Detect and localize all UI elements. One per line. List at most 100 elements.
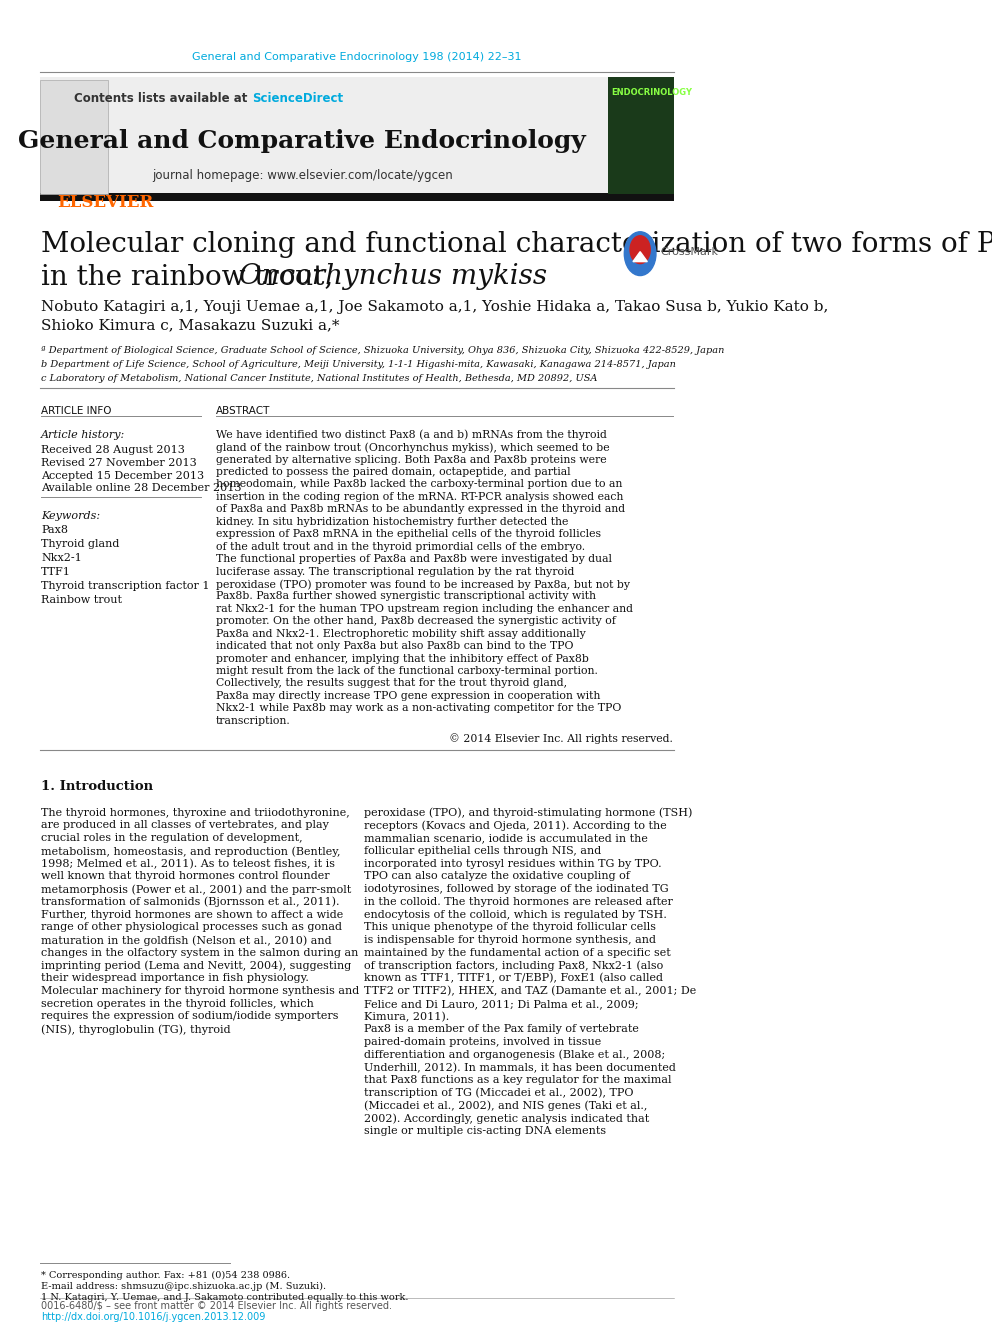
Text: Shioko Kimura c, Masakazu Suzuki a,*: Shioko Kimura c, Masakazu Suzuki a,*	[41, 319, 339, 332]
Text: well known that thyroid hormones control flounder: well known that thyroid hormones control…	[41, 872, 329, 881]
Text: metamorphosis (Power et al., 2001) and the parr-smolt: metamorphosis (Power et al., 2001) and t…	[41, 884, 351, 894]
Text: Thyroid transcription factor 1: Thyroid transcription factor 1	[41, 581, 209, 591]
Text: in the colloid. The thyroid hormones are released after: in the colloid. The thyroid hormones are…	[364, 897, 673, 906]
Text: * Corresponding author. Fax: +81 (0)54 238 0986.: * Corresponding author. Fax: +81 (0)54 2…	[41, 1271, 290, 1281]
Text: known as TTF1, TITF1, or T/EBP), FoxE1 (also called: known as TTF1, TITF1, or T/EBP), FoxE1 (…	[364, 974, 663, 983]
Text: maintained by the fundamental action of a specific set: maintained by the fundamental action of …	[364, 947, 671, 958]
Text: Oncorhynchus mykiss: Oncorhynchus mykiss	[239, 263, 547, 290]
Text: Felice and Di Lauro, 2011; Di Palma et al., 2009;: Felice and Di Lauro, 2011; Di Palma et a…	[364, 999, 639, 1008]
Text: Nobuto Katagiri a,1, Youji Uemae a,1, Joe Sakamoto a,1, Yoshie Hidaka a, Takao S: Nobuto Katagiri a,1, Youji Uemae a,1, Jo…	[41, 300, 828, 315]
Text: transcription of TG (Miccadei et al., 2002), TPO: transcription of TG (Miccadei et al., 20…	[364, 1088, 634, 1098]
Text: receptors (Kovacs and Ojeda, 2011). According to the: receptors (Kovacs and Ojeda, 2011). Acco…	[364, 820, 667, 831]
Text: Keywords:: Keywords:	[41, 511, 100, 521]
Circle shape	[630, 235, 650, 263]
Text: of Pax8a and Pax8b mRNAs to be abundantly expressed in the thyroid and: of Pax8a and Pax8b mRNAs to be abundantl…	[216, 504, 625, 515]
Text: E-mail address: shmsuzu@ipc.shizuoka.ac.jp (M. Suzuki).: E-mail address: shmsuzu@ipc.shizuoka.ac.…	[41, 1282, 326, 1291]
Text: iodotyrosines, followed by storage of the iodinated TG: iodotyrosines, followed by storage of th…	[364, 884, 669, 894]
Text: Article history:: Article history:	[41, 430, 125, 439]
Text: homeodomain, while Pax8b lacked the carboxy-terminal portion due to an: homeodomain, while Pax8b lacked the carb…	[216, 479, 622, 490]
Text: secretion operates in the thyroid follicles, which: secretion operates in the thyroid follic…	[41, 999, 313, 1008]
Text: luciferase assay. The transcriptional regulation by the rat thyroid: luciferase assay. The transcriptional re…	[216, 566, 574, 577]
Text: insertion in the coding region of the mRNA. RT-PCR analysis showed each: insertion in the coding region of the mR…	[216, 492, 623, 501]
Text: Molecular machinery for thyroid hormone synthesis and: Molecular machinery for thyroid hormone …	[41, 986, 359, 996]
FancyBboxPatch shape	[40, 77, 674, 194]
Text: predicted to possess the paired domain, octapeptide, and partial: predicted to possess the paired domain, …	[216, 467, 570, 478]
Text: 1 N. Katagiri, Y. Uemae, and J. Sakamoto contributed equally to this work.: 1 N. Katagiri, Y. Uemae, and J. Sakamoto…	[41, 1293, 409, 1302]
Text: follicular epithelial cells through NIS, and: follicular epithelial cells through NIS,…	[364, 845, 601, 856]
Text: endocytosis of the colloid, which is regulated by TSH.: endocytosis of the colloid, which is reg…	[364, 910, 667, 919]
Text: requires the expression of sodium/iodide symporters: requires the expression of sodium/iodide…	[41, 1012, 338, 1021]
Text: promoter and enhancer, implying that the inhibitory effect of Pax8b: promoter and enhancer, implying that the…	[216, 654, 588, 664]
Bar	[40, 193, 674, 201]
Text: Molecular cloning and functional characterization of two forms of Pax8: Molecular cloning and functional charact…	[41, 230, 992, 258]
Text: ELSEVIER: ELSEVIER	[58, 194, 154, 210]
Text: kidney. In situ hybridization histochemistry further detected the: kidney. In situ hybridization histochemi…	[216, 517, 568, 527]
Text: Pax8a may directly increase TPO gene expression in cooperation with: Pax8a may directly increase TPO gene exp…	[216, 691, 600, 701]
Text: transcription.: transcription.	[216, 716, 291, 726]
Text: incorporated into tyrosyl residues within TG by TPO.: incorporated into tyrosyl residues withi…	[364, 859, 662, 869]
Text: promoter. On the other hand, Pax8b decreased the synergistic activity of: promoter. On the other hand, Pax8b decre…	[216, 617, 616, 626]
Text: ABSTRACT: ABSTRACT	[216, 406, 270, 415]
FancyBboxPatch shape	[40, 79, 108, 194]
Text: differentiation and organogenesis (Blake et al., 2008;: differentiation and organogenesis (Blake…	[364, 1049, 666, 1060]
Text: ScienceDirect: ScienceDirect	[252, 91, 343, 105]
Text: ª Department of Biological Science, Graduate School of Science, Shizuoka Univers: ª Department of Biological Science, Grad…	[41, 347, 724, 355]
Text: General and Comparative Endocrinology: General and Comparative Endocrinology	[18, 130, 586, 153]
Text: http://dx.doi.org/10.1016/j.ygcen.2013.12.009: http://dx.doi.org/10.1016/j.ygcen.2013.1…	[41, 1312, 266, 1322]
Text: The functional properties of Pax8a and Pax8b were investigated by dual: The functional properties of Pax8a and P…	[216, 554, 612, 564]
Text: that Pax8 functions as a key regulator for the maximal: that Pax8 functions as a key regulator f…	[364, 1076, 672, 1085]
Text: General and Comparative Endocrinology 198 (2014) 22–31: General and Comparative Endocrinology 19…	[192, 52, 522, 62]
Circle shape	[624, 232, 656, 275]
Text: Pax8b. Pax8a further showed synergistic transcriptional activity with: Pax8b. Pax8a further showed synergistic …	[216, 591, 596, 602]
Text: ENDOCRINOLOGY: ENDOCRINOLOGY	[611, 87, 692, 97]
Text: c Laboratory of Metabolism, National Cancer Institute, National Institutes of He: c Laboratory of Metabolism, National Can…	[41, 374, 597, 384]
Text: are produced in all classes of vertebrates, and play: are produced in all classes of vertebrat…	[41, 820, 329, 831]
Text: TTF2 or TITF2), HHEX, and TAZ (Damante et al., 2001; De: TTF2 or TITF2), HHEX, and TAZ (Damante e…	[364, 986, 696, 996]
Text: 2002). Accordingly, genetic analysis indicated that: 2002). Accordingly, genetic analysis ind…	[364, 1114, 649, 1125]
Text: Underhill, 2012). In mammals, it has been documented: Underhill, 2012). In mammals, it has bee…	[364, 1062, 676, 1073]
Text: of transcription factors, including Pax8, Nkx2-1 (also: of transcription factors, including Pax8…	[364, 960, 664, 971]
Text: metabolism, homeostasis, and reproduction (Bentley,: metabolism, homeostasis, and reproductio…	[41, 845, 340, 856]
Text: Pax8a and Nkx2-1. Electrophoretic mobility shift assay additionally: Pax8a and Nkx2-1. Electrophoretic mobili…	[216, 628, 585, 639]
Text: Further, thyroid hormones are shown to affect a wide: Further, thyroid hormones are shown to a…	[41, 910, 343, 919]
Text: (Miccadei et al., 2002), and NIS genes (Taki et al.,: (Miccadei et al., 2002), and NIS genes (…	[364, 1101, 648, 1111]
Text: TPO can also catalyze the oxidative coupling of: TPO can also catalyze the oxidative coup…	[364, 872, 630, 881]
Text: in the rainbow trout,: in the rainbow trout,	[41, 263, 342, 290]
Text: CrossMark: CrossMark	[661, 246, 718, 257]
Text: paired-domain proteins, involved in tissue: paired-domain proteins, involved in tiss…	[364, 1037, 601, 1046]
Text: generated by alternative splicing. Both Pax8a and Pax8b proteins were: generated by alternative splicing. Both …	[216, 455, 606, 464]
Text: transformation of salmonids (Bjornsson et al., 2011).: transformation of salmonids (Bjornsson e…	[41, 897, 339, 908]
Text: Received 28 August 2013: Received 28 August 2013	[41, 445, 185, 455]
Text: peroxidase (TPO) promoter was found to be increased by Pax8a, but not by: peroxidase (TPO) promoter was found to b…	[216, 579, 630, 590]
Text: Kimura, 2011).: Kimura, 2011).	[364, 1012, 449, 1021]
Text: Revised 27 November 2013: Revised 27 November 2013	[41, 458, 196, 467]
Text: range of other physiological processes such as gonad: range of other physiological processes s…	[41, 922, 342, 933]
Text: 1998; Melmed et al., 2011). As to teleost fishes, it is: 1998; Melmed et al., 2011). As to teleos…	[41, 859, 335, 869]
Polygon shape	[633, 251, 648, 262]
Text: expression of Pax8 mRNA in the epithelial cells of the thyroid follicles: expression of Pax8 mRNA in the epithelia…	[216, 529, 601, 540]
Text: This unique phenotype of the thyroid follicular cells: This unique phenotype of the thyroid fol…	[364, 922, 656, 933]
Text: b Department of Life Science, School of Agriculture, Meiji University, 1-1-1 Hig: b Department of Life Science, School of …	[41, 360, 676, 369]
Text: Nkx2-1 while Pax8b may work as a non-activating competitor for the TPO: Nkx2-1 while Pax8b may work as a non-act…	[216, 704, 621, 713]
Text: peroxidase (TPO), and thyroid-stimulating hormone (TSH): peroxidase (TPO), and thyroid-stimulatin…	[364, 808, 692, 819]
Text: Accepted 15 December 2013: Accepted 15 December 2013	[41, 471, 204, 480]
Text: single or multiple cis-acting DNA elements: single or multiple cis-acting DNA elemen…	[364, 1126, 606, 1136]
Text: 0016-6480/$ – see front matter © 2014 Elsevier Inc. All rights reserved.: 0016-6480/$ – see front matter © 2014 El…	[41, 1301, 392, 1311]
Text: Thyroid gland: Thyroid gland	[41, 540, 119, 549]
Text: Available online 28 December 2013: Available online 28 December 2013	[41, 483, 241, 493]
FancyBboxPatch shape	[608, 77, 674, 194]
Text: their widespread importance in fish physiology.: their widespread importance in fish phys…	[41, 974, 309, 983]
Text: might result from the lack of the functional carboxy-terminal portion.: might result from the lack of the functi…	[216, 665, 597, 676]
Text: Pax8: Pax8	[41, 525, 68, 536]
Text: journal homepage: www.elsevier.com/locate/ygcen: journal homepage: www.elsevier.com/locat…	[152, 169, 452, 183]
Text: gland of the rainbow trout (Oncorhynchus mykiss), which seemed to be: gland of the rainbow trout (Oncorhynchus…	[216, 442, 609, 452]
Text: Collectively, the results suggest that for the trout thyroid gland,: Collectively, the results suggest that f…	[216, 679, 566, 688]
Text: Nkx2-1: Nkx2-1	[41, 553, 81, 564]
Text: Rainbow trout: Rainbow trout	[41, 595, 122, 605]
Text: maturation in the goldfish (Nelson et al., 2010) and: maturation in the goldfish (Nelson et al…	[41, 935, 331, 946]
Text: is indispensable for thyroid hormone synthesis, and: is indispensable for thyroid hormone syn…	[364, 935, 656, 945]
Text: TTF1: TTF1	[41, 568, 70, 577]
Text: 1. Introduction: 1. Introduction	[41, 779, 153, 792]
Text: (NIS), thyroglobulin (TG), thyroid: (NIS), thyroglobulin (TG), thyroid	[41, 1024, 230, 1035]
Text: © 2014 Elsevier Inc. All rights reserved.: © 2014 Elsevier Inc. All rights reserved…	[448, 733, 673, 744]
